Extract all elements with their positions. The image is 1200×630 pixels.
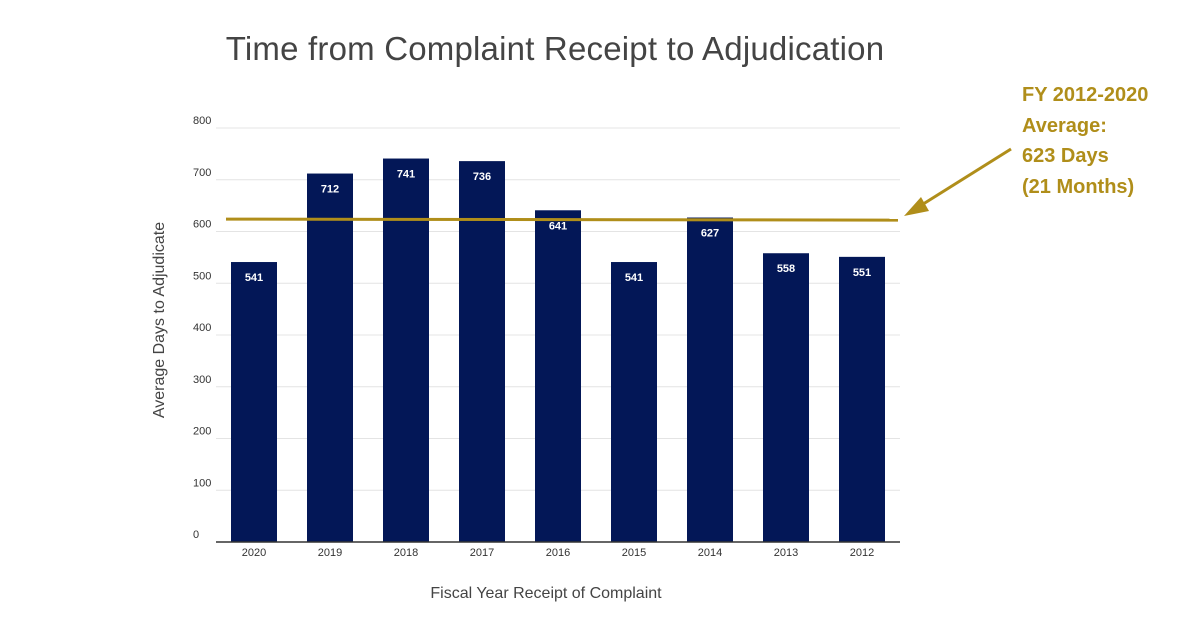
x-tick-label: 2014 [698,547,722,559]
y-tick-label: 600 [193,219,211,231]
bar-value-label: 641 [549,220,567,232]
average-note-line: Average: [1022,114,1107,137]
y-tick-label: 800 [193,115,211,127]
x-tick-label: 2020 [242,547,266,559]
y-tick-label: 0 [193,529,199,541]
average-arrow-head [904,197,929,216]
bar [383,158,429,542]
bar [459,161,505,542]
y-tick-label: 500 [193,270,211,282]
bar-value-label: 736 [473,171,491,183]
bar-value-label: 541 [625,272,643,284]
average-arrow-shaft [919,147,1012,208]
y-tick-labels: 0 100 200 300 400 500 600 700 800 [193,115,211,541]
bar-value-label: 712 [321,184,339,196]
x-tick-label: 2019 [318,547,342,559]
bar-value-label: 558 [777,263,795,275]
x-tick-label: 2015 [622,547,646,559]
average-note-line: (21 Months) [1022,175,1135,198]
bar [687,217,733,542]
bar [307,173,353,543]
y-tick-label: 100 [193,477,211,489]
average-note-line: FY 2012-2020 [1022,84,1149,106]
y-tick-label: 300 [193,374,211,386]
bar-value-label: 741 [397,169,415,181]
average-annotation [225,147,1012,222]
bar [839,256,885,542]
y-axis-title: Average Days to Adjudicate [151,222,168,418]
average-line [225,217,899,222]
y-tick-label: 200 [193,426,211,438]
chart-title: Time from Complaint Receipt to Adjudicat… [225,30,885,67]
bars: 541 712 741 736 641 541 627 558 551 [231,158,885,543]
bar-value-label: 551 [853,267,871,279]
bar [231,262,277,542]
y-tick-label: 400 [193,322,211,334]
bar [535,210,581,542]
x-tick-label: 2018 [394,547,418,559]
average-note-line: 623 Days [1022,145,1109,167]
x-tick-label: 2012 [850,547,874,559]
x-tick-label: 2013 [774,547,798,559]
x-tick-label: 2016 [546,547,570,559]
bar-value-label: 541 [245,272,263,284]
y-tick-label: 700 [193,167,211,179]
bar-value-label: 627 [701,228,719,240]
average-note: FY 2012-2020 Average: 623 Days (21 Month… [1022,80,1148,202]
bar [611,262,657,542]
x-tick-labels: 2020 2019 2018 2017 2016 2015 2014 2013 2012 [242,547,874,559]
bar [763,253,809,543]
x-axis-title: Fiscal Year Receipt of Complaint [430,585,662,602]
x-tick-label: 2017 [470,547,494,559]
